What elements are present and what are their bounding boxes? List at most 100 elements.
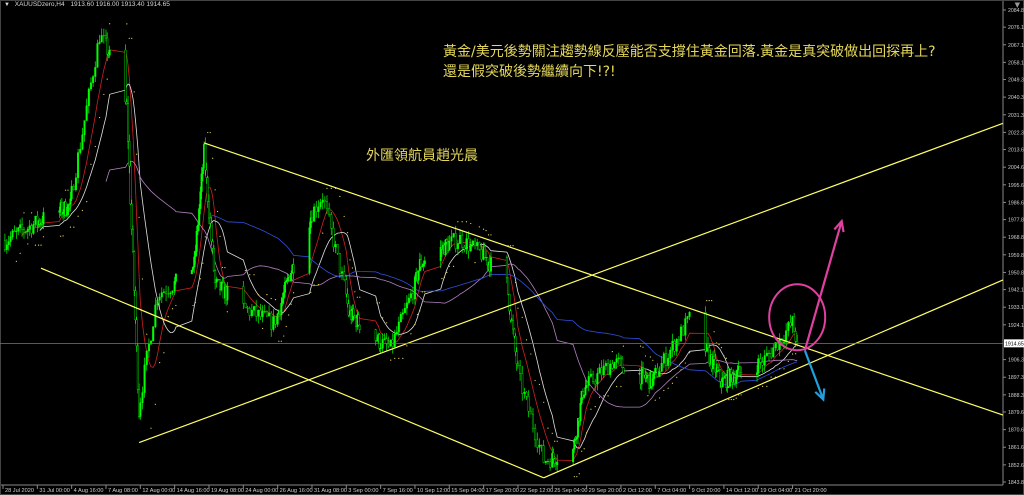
sar-dot	[452, 265, 455, 267]
candle-body	[740, 372, 743, 375]
candle-body	[549, 461, 552, 468]
candle-body	[205, 169, 208, 178]
sar-dot	[512, 245, 514, 247]
time-tick-label: 24 Aug 00:00	[245, 488, 278, 494]
headline-annotation: 黃金/美元後勢關注趨勢線反壓能否支撐住黃金回落.黃金是真突破做出回探再上? 還是…	[443, 42, 936, 82]
candle-body	[72, 185, 75, 191]
candle-body	[323, 199, 326, 202]
price-tick-label: 1897.35	[1008, 375, 1024, 381]
time-tick-label: 22 Sep 12:00	[520, 488, 553, 494]
price-tick-label: 1950.85	[1008, 270, 1024, 276]
sar-dot	[64, 189, 67, 191]
candle-body	[448, 240, 451, 251]
candle-body	[660, 363, 663, 372]
candle-body	[756, 372, 759, 375]
candle-body	[125, 101, 128, 104]
candle-body	[654, 368, 657, 373]
price-tick-label: 2076.10	[1008, 25, 1024, 31]
time-tick-label: 4 Aug 16:00	[74, 488, 104, 494]
sar-dot	[317, 283, 320, 286]
price-tick-label: 2013.60	[1008, 148, 1024, 154]
trendline[interactable]	[138, 122, 1004, 444]
candle-body	[613, 362, 616, 369]
sar-dot	[167, 316, 169, 318]
trendline[interactable]	[40, 267, 544, 479]
triangle-down-icon[interactable]: ▼	[1014, 1, 1020, 9]
candle-body	[152, 326, 155, 342]
candle-body	[36, 215, 39, 226]
arrow-up-shaft[interactable]	[803, 220, 843, 351]
moving-average-10	[21, 49, 798, 461]
sar-dot	[354, 291, 356, 293]
arrow-down-shaft[interactable]	[803, 350, 825, 400]
sar-dot	[214, 189, 216, 191]
trendlines[interactable]	[40, 122, 1004, 479]
candle-body	[553, 458, 556, 464]
candle-body	[722, 377, 725, 379]
arrow-up-icon[interactable]	[833, 218, 845, 233]
candle-body	[108, 49, 111, 56]
sar-dot	[770, 376, 772, 378]
candle-body	[102, 35, 105, 37]
sar-dot	[483, 228, 485, 230]
candle-body	[347, 303, 350, 316]
sar-dot	[470, 222, 472, 225]
sar-dot	[738, 394, 740, 396]
candle-body	[413, 276, 416, 300]
trendline[interactable]	[543, 279, 1004, 479]
sar-dot	[138, 216, 140, 218]
candle-body	[467, 238, 470, 252]
candle-body	[423, 260, 426, 265]
candle-body	[667, 357, 670, 366]
sar-dot	[197, 285, 199, 287]
sar-dot	[285, 325, 287, 328]
candle-body	[735, 376, 738, 384]
candle-body	[34, 215, 37, 225]
candle-body	[589, 373, 592, 377]
sar-dot	[136, 153, 138, 155]
sar-dot	[292, 292, 295, 294]
sar-dot	[465, 221, 468, 223]
candle-body	[285, 280, 288, 283]
candle-body	[420, 259, 423, 268]
candle-body	[343, 271, 346, 280]
sar-dot	[441, 278, 443, 280]
candle-body	[389, 339, 392, 347]
sar-dot	[521, 316, 523, 318]
candle-body	[22, 229, 25, 233]
sar-dot	[795, 353, 797, 355]
sar-dot	[642, 346, 644, 348]
candle-body	[794, 331, 797, 342]
sar-dot	[19, 252, 21, 254]
candle-body	[156, 299, 159, 306]
sar-dot	[73, 226, 75, 228]
sar-dot	[708, 299, 710, 302]
time-tick-label: 7 Aug 08:00	[108, 488, 138, 494]
candle-body	[519, 365, 522, 374]
sar-dot	[270, 297, 272, 300]
candle-body	[19, 224, 22, 228]
candle-body	[592, 373, 595, 383]
sar-dot	[581, 450, 583, 452]
highlight-circle[interactable]	[768, 283, 827, 352]
drawings[interactable]	[768, 218, 845, 402]
sar-dot	[42, 236, 45, 238]
candle-body	[11, 230, 14, 237]
time-ticks: 28 Jul 2020 31 Jul 00:00 4 Aug 16:00 7 Aug …	[2, 485, 827, 494]
sar-dot	[60, 235, 62, 237]
candle-body	[28, 225, 31, 230]
arrow-down-icon[interactable]	[814, 388, 826, 402]
sar-dot	[446, 271, 448, 274]
sar-dot	[414, 323, 416, 326]
sar-dot	[351, 267, 354, 269]
candle-body	[133, 251, 136, 291]
candle-body	[602, 365, 605, 375]
price-tick-label: 1977.85	[1008, 218, 1024, 224]
sar-dot	[590, 408, 592, 410]
price-tick-label: 1959.85	[1008, 253, 1024, 259]
trendline[interactable]	[203, 142, 1004, 416]
candle-body	[664, 353, 667, 366]
sar-dot	[146, 333, 148, 335]
triangle-down-icon[interactable]: ▼	[4, 2, 10, 8]
